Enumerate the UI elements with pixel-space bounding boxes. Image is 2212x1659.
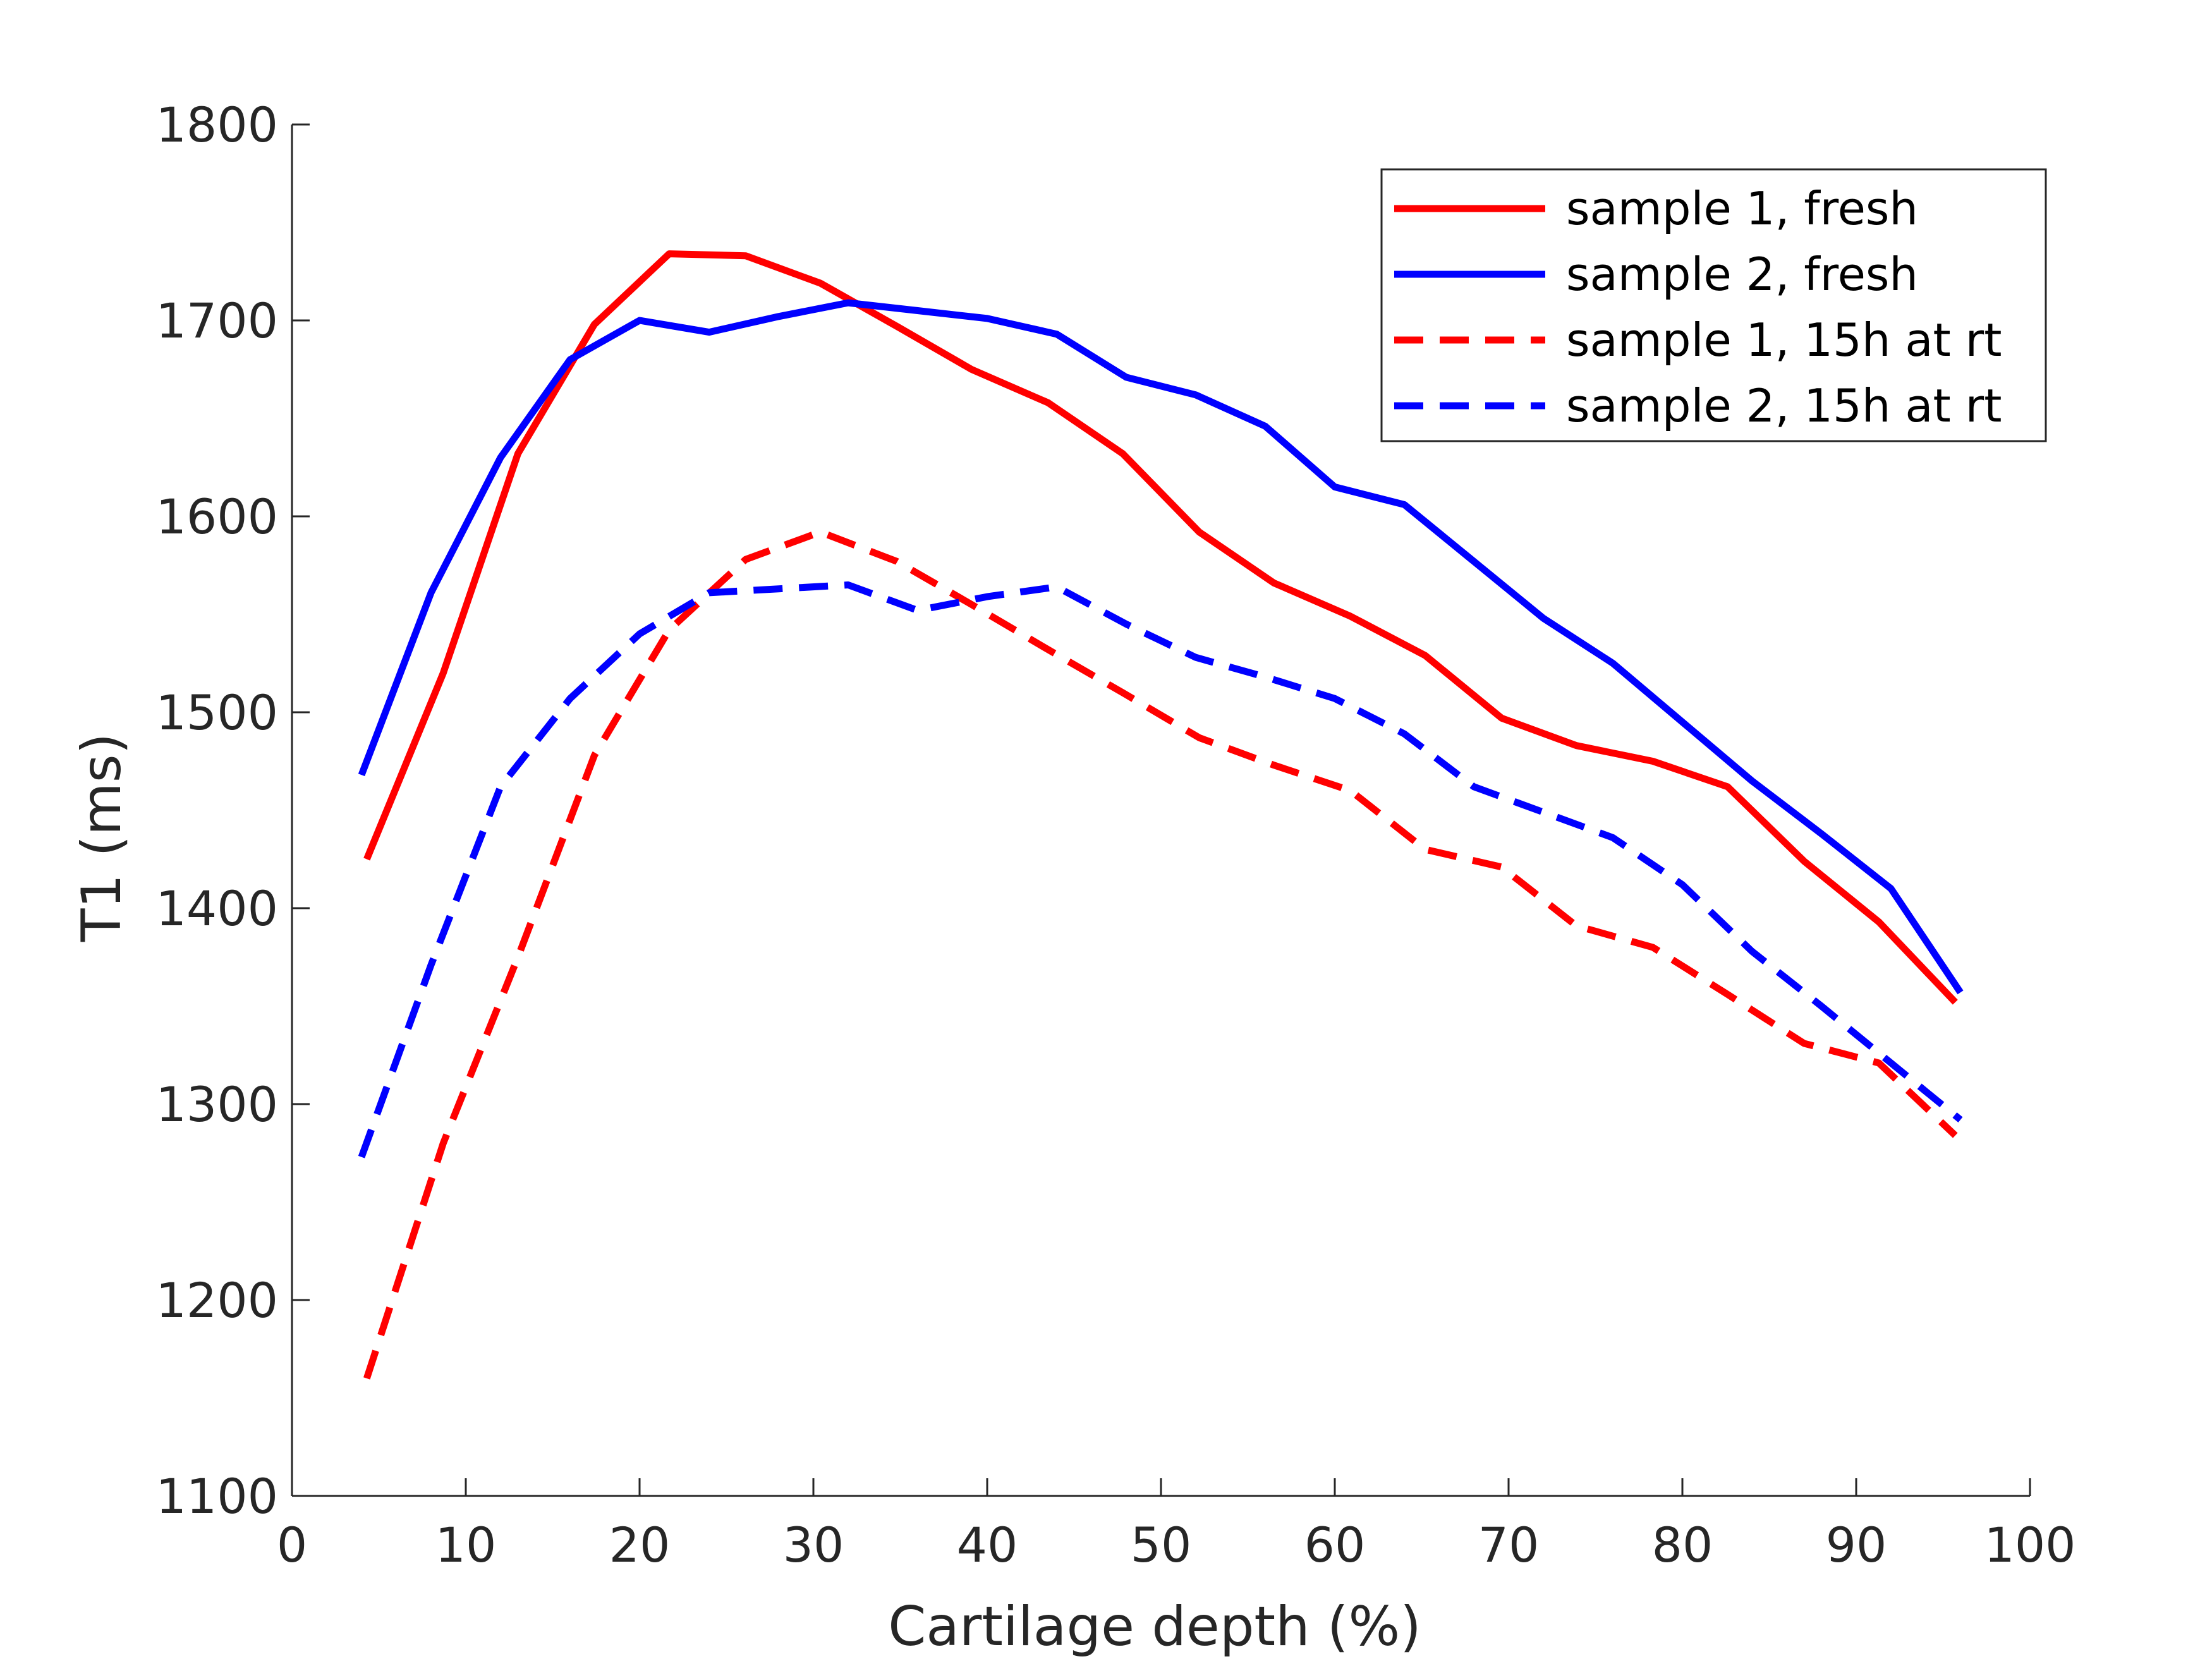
series-layer xyxy=(358,250,1964,1380)
y-tick-label: 1100 xyxy=(156,1468,278,1524)
legend-label-4: sample 2, 15h at rt xyxy=(1566,379,2002,432)
x-tick-label: 90 xyxy=(1826,1517,1887,1573)
y-tick-label: 1300 xyxy=(156,1076,278,1133)
x-tick-label: 60 xyxy=(1304,1517,1366,1573)
y-tick-label: 1200 xyxy=(156,1272,278,1328)
x-tick-label: 70 xyxy=(1478,1517,1540,1573)
legend-box xyxy=(1380,168,2047,442)
x-tick-label: 80 xyxy=(1652,1517,1713,1573)
legend-label-3: sample 1, 15h at rt xyxy=(1566,313,2002,367)
y-tick-label: 1600 xyxy=(156,489,278,545)
x-tick-label: 10 xyxy=(435,1517,497,1573)
y-tick-label: 1400 xyxy=(156,880,278,937)
legend-label-1: sample 1, fresh xyxy=(1566,182,1918,235)
x-tick-label: 0 xyxy=(277,1517,307,1573)
x-tick-label: 20 xyxy=(609,1517,671,1573)
series-line-2 xyxy=(358,299,1964,995)
legend: sample 1, fresh sample 2, fresh sample 1, … xyxy=(1380,168,2047,442)
x-tick-label: 100 xyxy=(1984,1517,2075,1573)
ticks-layer: 0 10 20 30 40 50 60 70 80 90 100 1100 1200 1300 1400 15… xyxy=(156,97,2076,1573)
y-tick-label: 1800 xyxy=(156,97,278,153)
y-axis-title: T1 (ms) xyxy=(70,733,133,942)
x-tick-label: 30 xyxy=(783,1517,844,1573)
x-tick-label: 50 xyxy=(1131,1517,1192,1573)
series-line-3 xyxy=(363,528,1958,1380)
series-line-1 xyxy=(363,250,1958,1005)
x-tick-label: 40 xyxy=(957,1517,1018,1573)
legend-label-2: sample 2, fresh xyxy=(1566,248,1918,301)
x-axis-title: Cartilage depth (%) xyxy=(888,1595,1421,1658)
y-tick-label: 1700 xyxy=(156,293,278,349)
y-tick-label: 1500 xyxy=(156,684,278,741)
series-line-4 xyxy=(358,581,1963,1158)
